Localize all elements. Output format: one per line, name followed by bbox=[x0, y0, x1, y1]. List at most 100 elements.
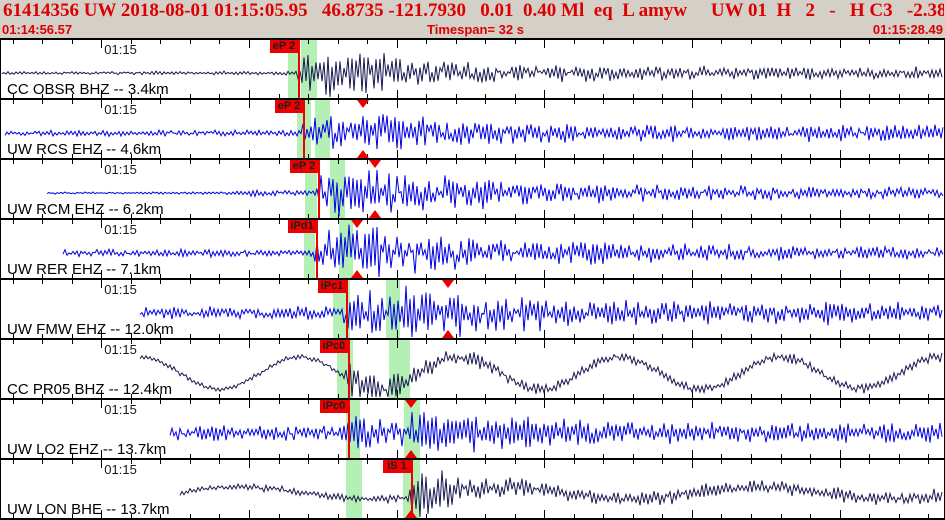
arrival-marker-up[interactable] bbox=[405, 450, 417, 458]
time-tick bbox=[810, 280, 811, 284]
time-tick bbox=[839, 90, 841, 98]
time-tick bbox=[248, 270, 250, 278]
phase-pick-line[interactable] bbox=[303, 100, 305, 158]
time-tick bbox=[721, 400, 723, 404]
time-tick bbox=[248, 330, 250, 338]
arrival-marker-up[interactable] bbox=[405, 510, 417, 518]
arrival-marker-up[interactable] bbox=[369, 210, 381, 218]
phase-pick-line[interactable] bbox=[318, 160, 320, 218]
waveform-trace[interactable] bbox=[0, 340, 945, 398]
trace-panel-inner: 01:15 iPc0 CC PR05 BHZ -- 12.4km bbox=[0, 340, 945, 398]
time-tick bbox=[426, 100, 428, 104]
arrival-marker-down[interactable] bbox=[357, 100, 369, 108]
time-tick bbox=[839, 510, 841, 518]
time-tick bbox=[810, 214, 811, 218]
time-tick bbox=[691, 450, 693, 458]
phase-pick-flag[interactable]: eP 2 bbox=[290, 160, 318, 173]
bottom-border bbox=[0, 518, 945, 520]
time-tick bbox=[898, 400, 900, 404]
time-tick bbox=[485, 214, 487, 218]
time-tick bbox=[691, 460, 693, 468]
time-tick bbox=[337, 154, 339, 158]
time-tick bbox=[101, 90, 103, 98]
time-tick bbox=[12, 460, 14, 464]
time-tick bbox=[780, 454, 782, 458]
time-tick bbox=[42, 394, 44, 398]
station-label: UW RCM EHZ -- 6.2km bbox=[7, 201, 164, 218]
time-tick bbox=[455, 220, 457, 224]
time-tick bbox=[632, 94, 634, 98]
phase-pick-flag[interactable]: iPc0 bbox=[320, 400, 348, 413]
waveform-trace[interactable] bbox=[0, 220, 945, 278]
time-tick bbox=[308, 280, 309, 284]
time-tick bbox=[691, 90, 693, 98]
time-tick bbox=[544, 330, 546, 338]
time-tick bbox=[337, 214, 339, 218]
time-tick bbox=[780, 394, 782, 398]
phase-pick-flag[interactable]: iPc0 bbox=[320, 340, 348, 353]
time-tick bbox=[544, 100, 546, 108]
time-tick bbox=[219, 334, 221, 338]
waveform-trace[interactable] bbox=[0, 400, 945, 458]
phase-pick-line[interactable] bbox=[298, 40, 300, 98]
time-tick bbox=[248, 40, 250, 48]
time-tick bbox=[130, 340, 132, 344]
time-tick bbox=[751, 334, 752, 338]
phase-pick-flag[interactable]: eP 2 bbox=[270, 40, 298, 53]
time-tick bbox=[603, 100, 605, 104]
time-tick bbox=[485, 220, 487, 224]
phase-pick-line[interactable] bbox=[348, 400, 350, 458]
arrival-marker-up[interactable] bbox=[357, 150, 369, 158]
time-tick bbox=[219, 280, 221, 284]
time-tick bbox=[662, 340, 664, 344]
station-label: CC OBSR BHZ -- 3.4km bbox=[7, 81, 169, 98]
phase-pick-line[interactable] bbox=[348, 340, 350, 398]
phase-pick-flag[interactable]: iPd1 bbox=[288, 220, 316, 233]
time-tick bbox=[691, 340, 693, 348]
arrival-marker-up[interactable] bbox=[442, 330, 454, 338]
waveform-trace[interactable] bbox=[0, 40, 945, 98]
time-tick bbox=[367, 400, 369, 404]
phase-pick-line[interactable] bbox=[346, 280, 348, 338]
time-tick bbox=[810, 274, 811, 278]
waveform-trace[interactable] bbox=[0, 280, 945, 338]
time-tick bbox=[308, 40, 309, 44]
phase-pick-flag[interactable]: iS 1 bbox=[383, 460, 411, 473]
time-tick bbox=[780, 94, 782, 98]
waveform-trace[interactable] bbox=[0, 460, 945, 518]
time-tick bbox=[101, 400, 103, 408]
time-tick bbox=[662, 400, 664, 404]
time-tick bbox=[839, 390, 841, 398]
time-tick bbox=[160, 40, 162, 44]
time-tick bbox=[308, 334, 309, 338]
arrival-marker-down[interactable] bbox=[405, 400, 417, 408]
time-tick bbox=[426, 340, 428, 344]
phase-pick-flag[interactable]: iPc1 bbox=[318, 280, 346, 293]
trace-panel-3: 01:15 eP 2 UW RCM EHZ -- 6.2km bbox=[0, 158, 945, 218]
phase-pick-flag[interactable]: eP 2 bbox=[275, 100, 303, 113]
time-tick bbox=[42, 214, 44, 218]
time-tick bbox=[514, 460, 516, 464]
arrival-marker-up[interactable] bbox=[351, 270, 363, 278]
time-tick bbox=[573, 280, 575, 284]
waveform-trace[interactable] bbox=[0, 160, 945, 218]
arrival-marker-down[interactable] bbox=[351, 220, 363, 228]
arrival-marker-down[interactable] bbox=[442, 280, 454, 288]
arrival-marker-down[interactable] bbox=[369, 160, 381, 168]
time-tick bbox=[928, 214, 930, 218]
time-tick bbox=[691, 220, 693, 228]
phase-pick-line[interactable] bbox=[411, 460, 413, 518]
time-tick bbox=[691, 270, 693, 278]
time-tick bbox=[130, 40, 132, 44]
time-tick bbox=[101, 220, 103, 228]
time-tick bbox=[367, 280, 369, 284]
waveform-trace[interactable] bbox=[0, 100, 945, 158]
phase-pick-line[interactable] bbox=[316, 220, 318, 278]
time-tick bbox=[928, 160, 930, 164]
time-tick bbox=[219, 460, 221, 464]
time-tick bbox=[780, 514, 782, 518]
station-label: CC PR05 BHZ -- 12.4km bbox=[7, 381, 173, 398]
time-tick bbox=[485, 94, 487, 98]
time-tick bbox=[455, 514, 457, 518]
time-tick bbox=[130, 514, 132, 518]
